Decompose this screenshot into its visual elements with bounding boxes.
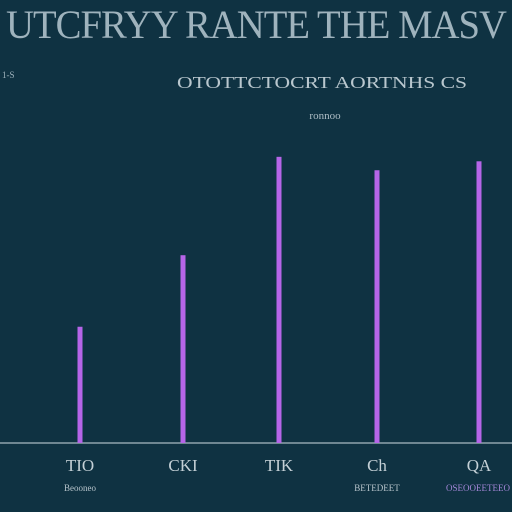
chart-subtitle: OTOTTCTOCRT AORTNHS CS [177, 73, 467, 92]
x-tick-label: TIO [66, 456, 94, 475]
chart-subtitle-secondary: ronnoo [309, 110, 341, 122]
bar-ch [374, 170, 380, 443]
bar-tik [276, 156, 282, 444]
bar-qa [476, 161, 482, 444]
x-tick-sublabel: BETEDEET [354, 483, 400, 493]
bar-tio [77, 326, 83, 443]
x-tick-sublabel: OSEOOEETEEO [446, 483, 510, 493]
x-tick-label: CKI [168, 456, 198, 475]
bar-cki [180, 255, 186, 443]
corner-label: 1-S [2, 70, 15, 80]
x-tick-sublabel: Beooneo [64, 483, 96, 493]
chart-title: UTCFRYY RANTE THE MASV [6, 2, 507, 47]
x-tick-labels: TIO Beooneo CKI TIK Ch BETEDEET QA OSEOOEETEEO [64, 456, 510, 493]
x-tick-label: TIK [265, 456, 294, 475]
bars-group [77, 156, 482, 444]
x-tick-label: QA [467, 456, 492, 475]
x-tick-label: Ch [367, 456, 387, 475]
